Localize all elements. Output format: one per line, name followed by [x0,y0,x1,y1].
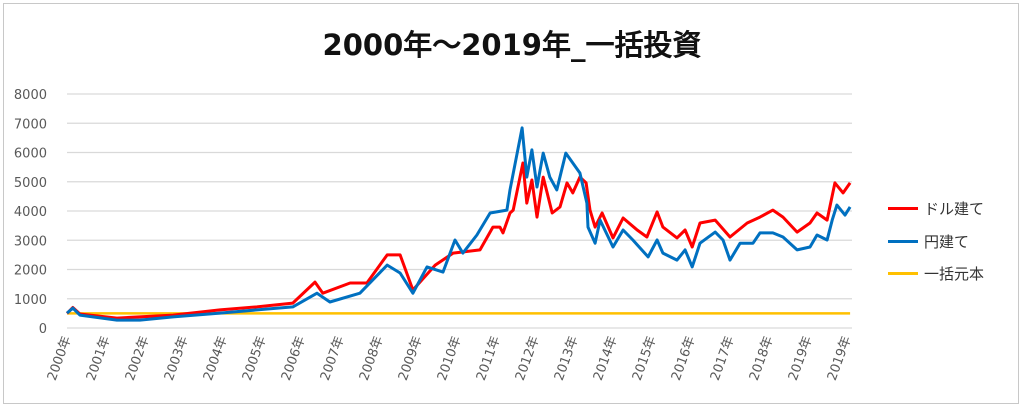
x-tick-label: 2004年 [201,334,231,382]
x-tick-label: 2006年 [279,334,309,382]
legend-item-dollar: ドル建て [888,198,984,219]
y-tick-label: 6000 [14,147,47,162]
y-tick-label: 1000 [14,293,47,308]
legend-label: ドル建て [924,200,985,218]
y-tick-label: 4000 [14,205,47,220]
x-tick-label: 2014年 [591,334,621,382]
x-tick-label: 2015年 [630,334,660,382]
y-tick-label: 8000 [14,88,47,103]
x-tick-label: 2016年 [669,334,699,382]
y-tick-label: 0 [39,322,47,337]
x-tick-label: 2012年 [513,334,543,382]
x-tick-label: 2013年 [552,334,582,382]
x-tick-label: 2000年 [45,334,75,382]
x-tick-label: 2018年 [747,334,777,382]
y-tick-label: 3000 [14,234,47,249]
legend-label: 円建て [924,233,970,251]
chart-frame [3,3,1019,404]
series-line-dollar [65,161,852,320]
y-tick-label: 5000 [14,176,47,191]
x-tick-label: 2003年 [162,334,192,382]
legend-swatch [888,207,918,210]
chart-title: 2000年～2019年_一括投資 [322,28,702,62]
x-tick-label: 2009年 [396,334,426,382]
series-line-yen [66,126,852,322]
x-tick-label: 2010年 [435,334,465,382]
x-tick-label: 2008年 [357,334,387,382]
legend-label: 一括元本 [924,265,985,283]
x-tick-label: 2007年 [318,334,348,382]
legend-item-principal: 一括元本 [888,263,984,284]
x-tick-label: 2005年 [240,334,270,382]
legend-item-yen: 円建て [888,231,969,252]
x-tick-label: 2011年 [474,334,504,382]
y-tick-label: 2000 [14,264,47,279]
x-tick-label: 2019年 [825,334,855,382]
x-tick-label: 2019年 [786,334,816,382]
y-tick-label: 7000 [14,117,47,132]
legend-swatch [888,240,918,243]
x-tick-label: 2001年 [84,334,114,382]
x-tick-label: 2002年 [123,334,153,382]
legend-swatch [888,272,918,275]
x-tick-label: 2017年 [708,334,738,382]
